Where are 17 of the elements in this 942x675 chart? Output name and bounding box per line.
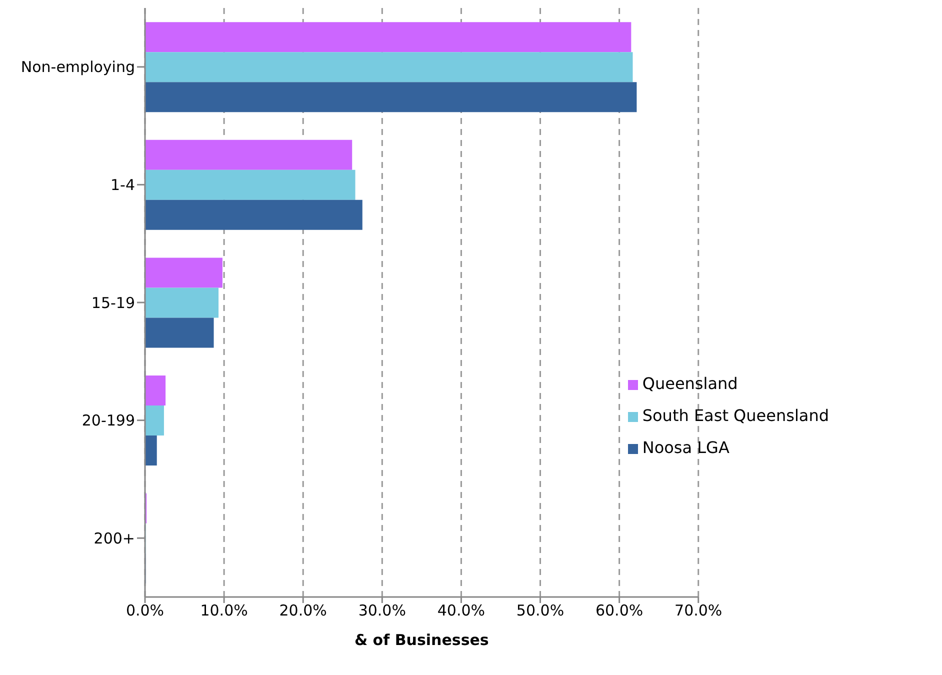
y-tick-label: Non-employing bbox=[20, 58, 135, 76]
x-tick-label: 50.0% bbox=[516, 602, 564, 620]
legend-label: Queensland bbox=[642, 374, 738, 393]
x-tick-label: 10.0% bbox=[200, 602, 248, 620]
x-tick-label: 40.0% bbox=[437, 602, 486, 620]
x-axis-title: & of Businesses bbox=[354, 631, 489, 649]
x-tick-label: 30.0% bbox=[358, 602, 406, 620]
x-tick-label: 20.0% bbox=[279, 602, 327, 620]
y-tick-label: 200+ bbox=[94, 529, 135, 548]
x-tick-label: 60.0% bbox=[595, 602, 644, 620]
y-tick-label: 1-4 bbox=[110, 176, 135, 194]
y-tick-label: 20-199 bbox=[82, 412, 135, 430]
legend-label: Noosa LGA bbox=[642, 438, 730, 457]
x-tick-label: 0.0% bbox=[126, 602, 164, 620]
y-tick-label: 15-19 bbox=[91, 294, 135, 312]
x-tick-label: 70.0% bbox=[674, 602, 722, 620]
legend-label: South East Queensland bbox=[642, 406, 829, 425]
